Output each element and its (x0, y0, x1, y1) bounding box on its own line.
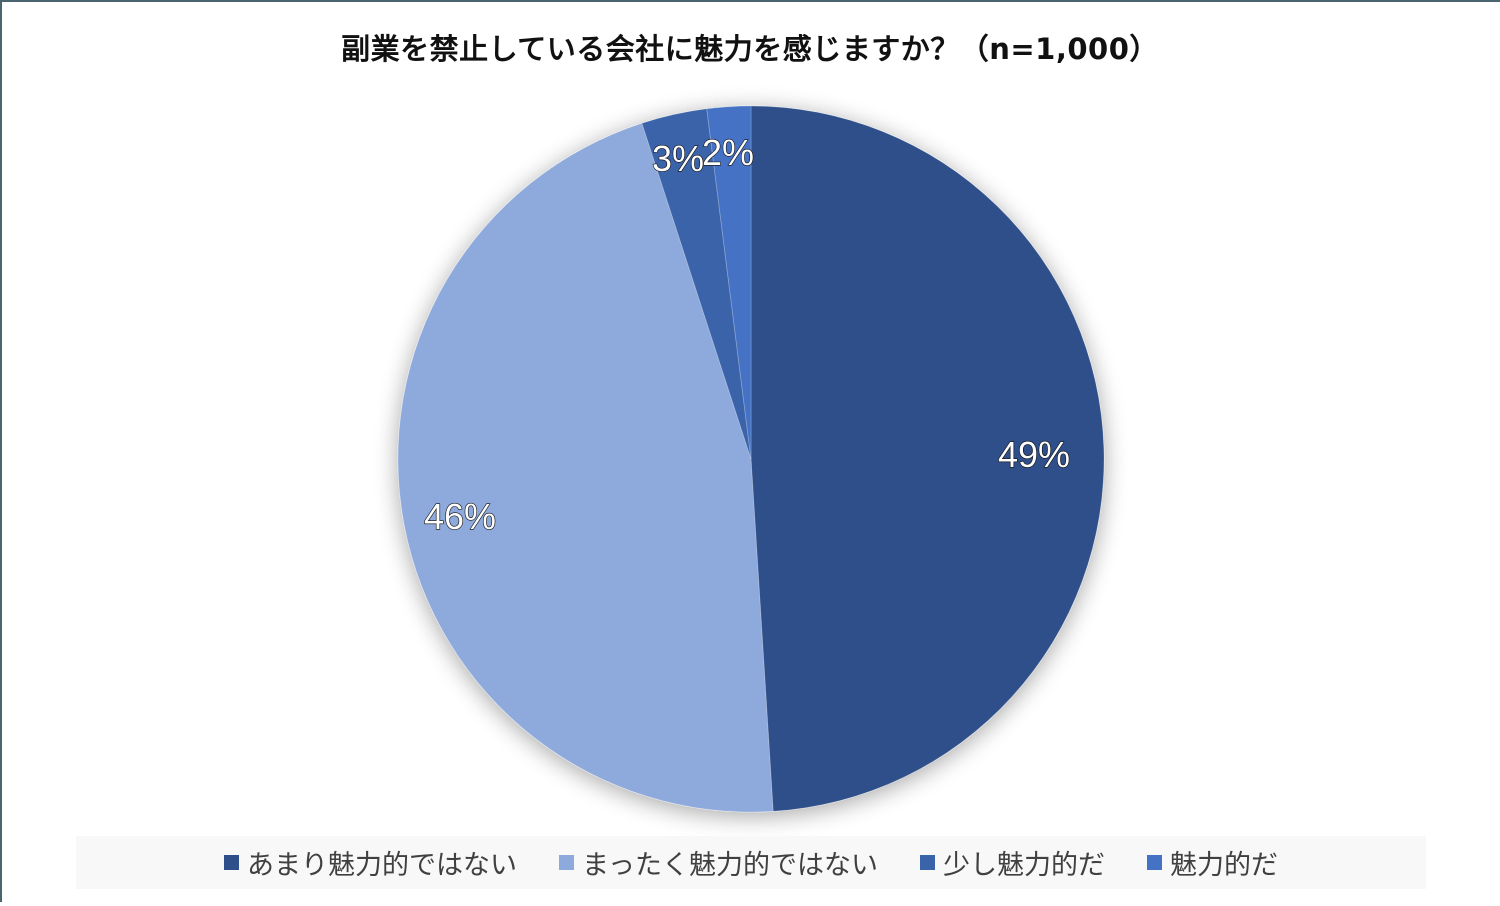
legend-item-attractive[interactable]: 魅力的だ (1146, 843, 1278, 882)
window-top-border (0, 0, 1500, 2)
chart-legend: あまり魅力的ではない まったく魅力的ではない 少し魅力的だ 魅力的だ (76, 836, 1426, 889)
legend-swatch-icon (1146, 855, 1162, 870)
slice-not-at-all-attractive[interactable] (397, 122, 774, 813)
legend-item-not-at-all-attractive[interactable]: まったく魅力的ではない (559, 843, 878, 882)
data-label-49: 49% (997, 433, 1071, 475)
data-label-2: 2% (701, 131, 755, 173)
legend-label: 魅力的だ (1169, 850, 1278, 881)
legend-label: あまり魅力的ではない (247, 850, 518, 881)
data-label-3: 3% (651, 137, 705, 179)
legend-swatch-icon (919, 855, 935, 870)
legend-swatch-icon (559, 855, 575, 870)
legend-label: 少し魅力的だ (942, 850, 1105, 881)
chart-title: 副業を禁止している会社に魅力を感じますか？（n=1,000） (341, 32, 1159, 66)
window-left-border (0, 0, 2, 902)
slice-attractive[interactable] (706, 105, 752, 460)
slice-not-very-attractive[interactable] (750, 105, 1105, 812)
legend-label: まったく魅力的ではない (582, 850, 878, 881)
data-label-46: 46% (423, 495, 497, 537)
legend-item-not-very-attractive[interactable]: あまり魅力的ではない (224, 843, 517, 882)
legend-swatch-icon (224, 855, 240, 870)
legend-item-somewhat-attractive[interactable]: 少し魅力的だ (919, 843, 1105, 882)
